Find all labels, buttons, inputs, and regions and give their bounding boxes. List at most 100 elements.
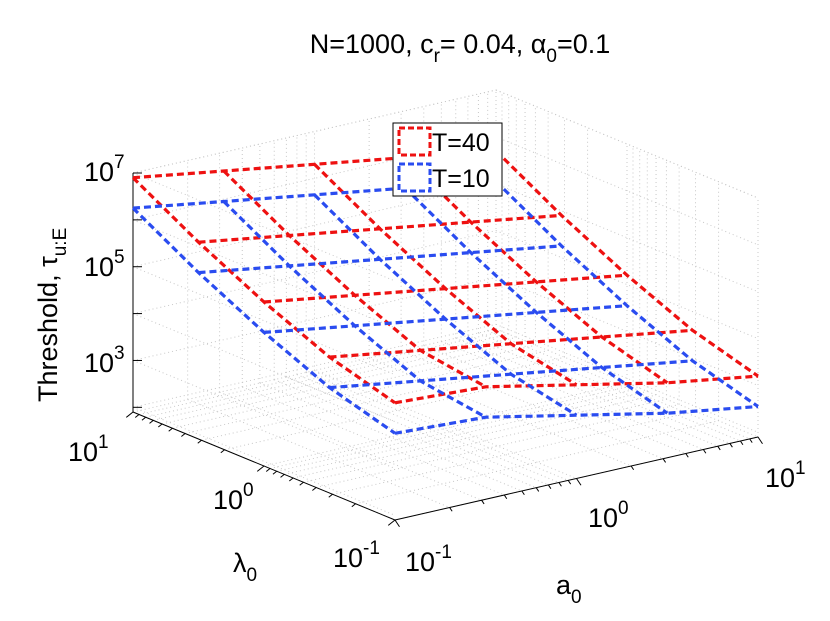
a0-tick: [503, 494, 508, 500]
series-line: [494, 180, 759, 408]
side-wall-grid-line: [495, 276, 759, 386]
a0-tick: [757, 436, 763, 445]
series-line: [222, 200, 487, 419]
floor-grid-line: [263, 382, 628, 467]
floor-grid-line: [274, 379, 537, 489]
floor-grid-line: [495, 328, 759, 438]
floor-grid-line: [242, 386, 505, 496]
lambda-tick: [197, 439, 202, 444]
floor-grid-line: [306, 371, 569, 481]
floor-grid-line: [487, 330, 750, 440]
lambda-tick: [288, 477, 294, 482]
legend: T=40 T=10: [392, 122, 503, 197]
lambda-tick: [280, 473, 285, 478]
side-wall-grid-line: [495, 136, 759, 246]
floor-grid-line: [286, 376, 549, 486]
legend-label-t10: T=10: [432, 165, 490, 193]
y-tick-label: 100: [213, 480, 254, 515]
left-wall-grid-line: [132, 172, 396, 282]
a0-tick: [662, 458, 667, 463]
legend-label-t40: T=40: [432, 129, 490, 157]
a0-tick: [685, 453, 689, 458]
lambda-tick: [256, 465, 265, 472]
series-line: [131, 176, 396, 405]
floor-grid-line: [423, 345, 686, 454]
lambda-tick: [134, 414, 140, 418]
lambda-tick: [157, 423, 163, 428]
floor-grid-line: [314, 370, 577, 479]
axis-lines: [125, 172, 763, 528]
lambda-tick: [328, 493, 333, 498]
floor-grid-line: [368, 357, 632, 467]
lambda-tick: [265, 468, 271, 472]
z-tick-label: 105: [84, 247, 125, 282]
lambda-tick: [125, 411, 134, 418]
chart-title: N=1000, cr= 0.04, α0=0.1: [310, 29, 611, 67]
series-line: [131, 206, 396, 435]
x-tick-label: 100: [588, 498, 629, 533]
series-line: [404, 186, 669, 415]
floor-grid-line: [138, 330, 503, 415]
series-line: [222, 169, 487, 389]
a0-tick: [739, 440, 744, 446]
a0-tick: [567, 480, 572, 485]
a0-tick: [729, 443, 733, 448]
grid-lines: [132, 89, 759, 521]
a0-tick: [749, 438, 753, 443]
a0-tick: [717, 445, 721, 451]
series-line: [313, 193, 578, 417]
a0-tick: [630, 465, 635, 471]
floor-grid-line: [332, 410, 696, 495]
a0-tick: [449, 507, 453, 512]
left-wall-grid-line: [132, 359, 396, 469]
lambda-tick: [220, 449, 225, 454]
y-tick-label: 10-1: [333, 538, 380, 573]
z-tick-label: 103: [84, 343, 125, 378]
side-wall-grid-line: [495, 230, 759, 340]
z-axis-label: Threshold, τu:E: [33, 228, 71, 402]
left-wall-grid-line: [132, 313, 396, 423]
x-tick-label: 101: [765, 458, 806, 493]
floor-grid-line: [467, 334, 731, 444]
left-wall-grid-line: [132, 266, 396, 376]
floor-grid-line: [224, 366, 588, 451]
series-line: [494, 149, 759, 378]
floor-grid-line: [400, 350, 664, 460]
left-wall-grid-line: [132, 406, 396, 516]
lambda-tick: [387, 519, 396, 526]
lambda-tick: [272, 470, 278, 475]
floor-grid-line: [187, 399, 450, 508]
a0-tick: [521, 490, 525, 496]
side-wall-grid-line: [495, 323, 759, 433]
lambda-tick: [149, 419, 154, 424]
y-tick-labels: 101 100 10-1: [68, 432, 380, 573]
a0-tick: [576, 478, 582, 486]
lambda-tick: [351, 503, 356, 508]
legend-box: [392, 122, 503, 197]
z-tick-label: 107: [84, 152, 125, 187]
lambda-tick: [299, 481, 304, 486]
floor-grid-line: [441, 341, 704, 450]
legend-swatch-t40: [397, 126, 432, 157]
a0-tick: [394, 519, 400, 528]
lambda-tick: [168, 427, 173, 432]
x-tick-labels: 10-1 100 101: [405, 458, 806, 577]
floor-grid-line: [259, 382, 523, 492]
a0-tick: [702, 449, 707, 454]
x-axis-label: a0: [556, 570, 582, 608]
side-wall-grid-line: [495, 183, 759, 293]
z-tick-labels: 107 105 103: [84, 152, 125, 378]
x-tick-label: 10-1: [405, 542, 452, 577]
floor-grid-line: [478, 332, 741, 442]
floor-grid-line: [161, 340, 526, 425]
floor-grid-line: [284, 390, 648, 475]
floor-grid-line: [296, 374, 560, 483]
lambda-tick: [312, 487, 317, 491]
y-tick-label: 101: [68, 432, 109, 467]
lambda-tick: [141, 416, 147, 421]
legend-swatch-t10: [397, 162, 432, 193]
a0-tick: [547, 484, 552, 489]
left-wall-grid-line: [132, 219, 396, 329]
series-line: [313, 163, 578, 387]
lambda-tick: [181, 433, 186, 437]
